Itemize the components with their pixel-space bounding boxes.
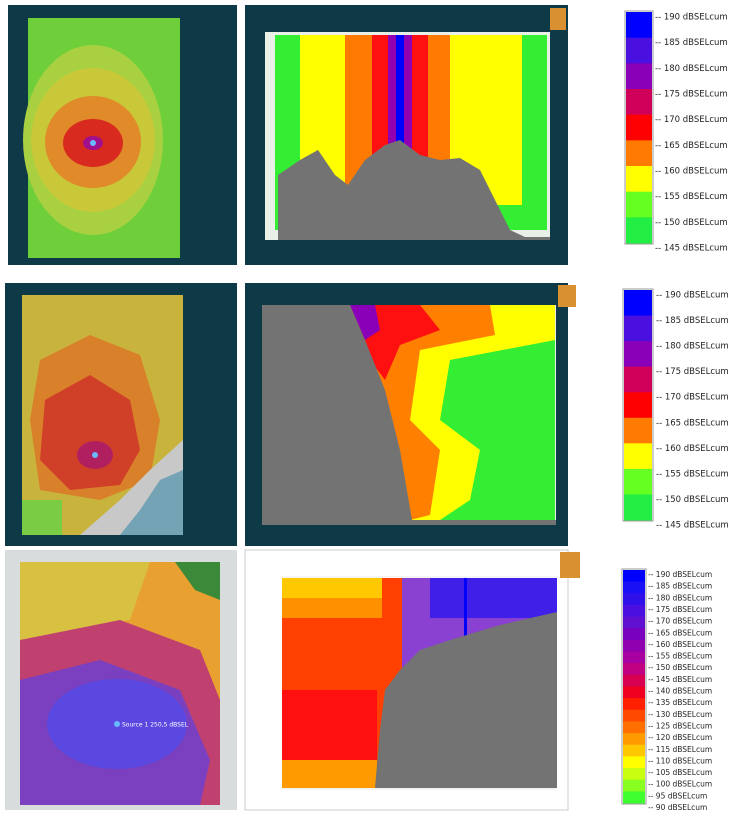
- legend-label: -- 180 dBSELcum: [656, 342, 729, 352]
- legend-label: -- 95 dBSELcum: [648, 791, 707, 800]
- legend-label: -- 170 dBSELcum: [655, 115, 728, 125]
- legend-swatch: [626, 166, 652, 193]
- legend-swatch: [623, 791, 645, 804]
- legend-label: -- 160 dBSELcum: [648, 640, 712, 649]
- legend-label: -- 185 dBSELcum: [648, 582, 712, 591]
- legend-label: -- 190 dBSELcum: [648, 570, 712, 579]
- legend-swatch: [623, 663, 645, 676]
- legend-label: -- 155 dBSELcum: [648, 652, 712, 661]
- legend-swatch: [626, 114, 652, 141]
- legend-label: -- 90 dBSELcum: [648, 803, 707, 812]
- legend-swatch: [623, 651, 645, 664]
- legend-swatch: [623, 698, 645, 711]
- legend-label: -- 165 dBSELcum: [648, 628, 712, 637]
- legend-swatch: [626, 140, 652, 167]
- legend-swatch: [623, 779, 645, 792]
- legend-swatch: [624, 290, 652, 317]
- map-3: Source 1 250,5 dBSEL: [5, 550, 237, 810]
- legend-label: -- 115 dBSELcum: [648, 745, 712, 754]
- legend-swatch: [623, 593, 645, 606]
- section-2: [245, 283, 576, 546]
- legend-swatch: [623, 628, 645, 641]
- legend-label: -- 155 dBSELcum: [655, 192, 728, 202]
- legend-swatch: [623, 581, 645, 594]
- legend-swatch: [623, 756, 645, 769]
- legend-frame: [624, 10, 654, 245]
- legend-swatch: [623, 721, 645, 734]
- legend-swatch: [623, 639, 645, 653]
- legend-swatch: [623, 744, 645, 757]
- legend-label: -- 165 dBSELcum: [656, 418, 729, 428]
- legend-label: -- 185 dBSELcum: [655, 38, 728, 48]
- legend-swatch: [626, 63, 652, 90]
- legend-label: -- 100 dBSELcum: [648, 780, 712, 789]
- legend-label: -- 170 dBSELcum: [656, 393, 729, 403]
- map-2: [5, 283, 237, 546]
- legend-label: -- 180 dBSELcum: [648, 593, 712, 602]
- legend-label: -- 185 dBSELcum: [656, 316, 729, 326]
- legend-swatch: [623, 616, 645, 629]
- legend-swatch: [624, 392, 652, 419]
- legend-label: -- 190 dBSELcum: [655, 13, 728, 23]
- legend-swatch: [624, 443, 652, 470]
- legend-label: -- 150 dBSELcum: [655, 218, 728, 228]
- legend-label: -- 175 dBSELcum: [656, 367, 729, 377]
- legend-swatch: [626, 89, 652, 116]
- legend-label: -- 155 dBSELcum: [656, 469, 729, 479]
- legend-swatch: [624, 494, 652, 521]
- legend-label: -- 145 dBSELcum: [656, 521, 729, 531]
- legend-swatch: [623, 768, 645, 781]
- legend-label: -- 110 dBSELcum: [648, 756, 712, 765]
- legend-frame: [622, 288, 654, 522]
- legend-swatch: [623, 686, 645, 699]
- section-1: [245, 5, 568, 265]
- legend-label: -- 125 dBSELcum: [648, 721, 712, 730]
- legend-swatch: [623, 733, 645, 746]
- legend-swatch: [626, 191, 652, 218]
- legend-label: -- 180 dBSELcum: [655, 64, 728, 74]
- legend-swatch: [624, 315, 652, 342]
- legend-label: -- 140 dBSELcum: [648, 687, 712, 696]
- legend-label: -- 150 dBSELcum: [648, 663, 712, 672]
- legends: -- 190 dBSELcum -- 185 dBSELcum -- 180 dBS…: [621, 10, 729, 812]
- legend-label: -- 120 dBSELcum: [648, 733, 712, 742]
- map-1: [8, 5, 237, 265]
- legend-label: -- 175 dBSELcum: [655, 90, 728, 100]
- legend-label: -- 160 dBSELcum: [656, 444, 729, 454]
- legend-label: -- 105 dBSELcum: [648, 768, 712, 777]
- legend-swatch: [623, 709, 645, 722]
- legend-label: -- 165 dBSELcum: [655, 141, 728, 151]
- legend-label: -- 135 dBSELcum: [648, 698, 712, 707]
- legend-label: -- 145 dBSELcum: [655, 244, 728, 254]
- legend-swatch: [624, 366, 652, 393]
- legend-swatch: [624, 468, 652, 495]
- section-3: [244, 549, 580, 811]
- legend-label: -- 160 dBSELcum: [655, 167, 728, 177]
- legend-label: -- 170 dBSELcum: [648, 617, 712, 626]
- legend-swatch: [626, 217, 652, 244]
- legend-swatch: [624, 417, 652, 444]
- legend-swatch: [623, 674, 645, 687]
- legend-swatch: [626, 37, 652, 64]
- legend-frame: [621, 568, 647, 805]
- legend-swatch: [623, 604, 645, 618]
- legend-label: -- 190 dBSELcum: [656, 291, 729, 301]
- legend-swatch: [623, 570, 645, 583]
- legend-label: -- 175 dBSELcum: [648, 605, 712, 614]
- legend-swatch: [624, 341, 652, 368]
- legend-swatch: [626, 12, 652, 39]
- source-annotation: Source 1 250,5 dBSEL: [122, 722, 189, 729]
- legend-label: -- 130 dBSELcum: [648, 710, 712, 719]
- legend-label: -- 145 dBSELcum: [648, 675, 712, 684]
- legend-label: -- 150 dBSELcum: [656, 495, 729, 505]
